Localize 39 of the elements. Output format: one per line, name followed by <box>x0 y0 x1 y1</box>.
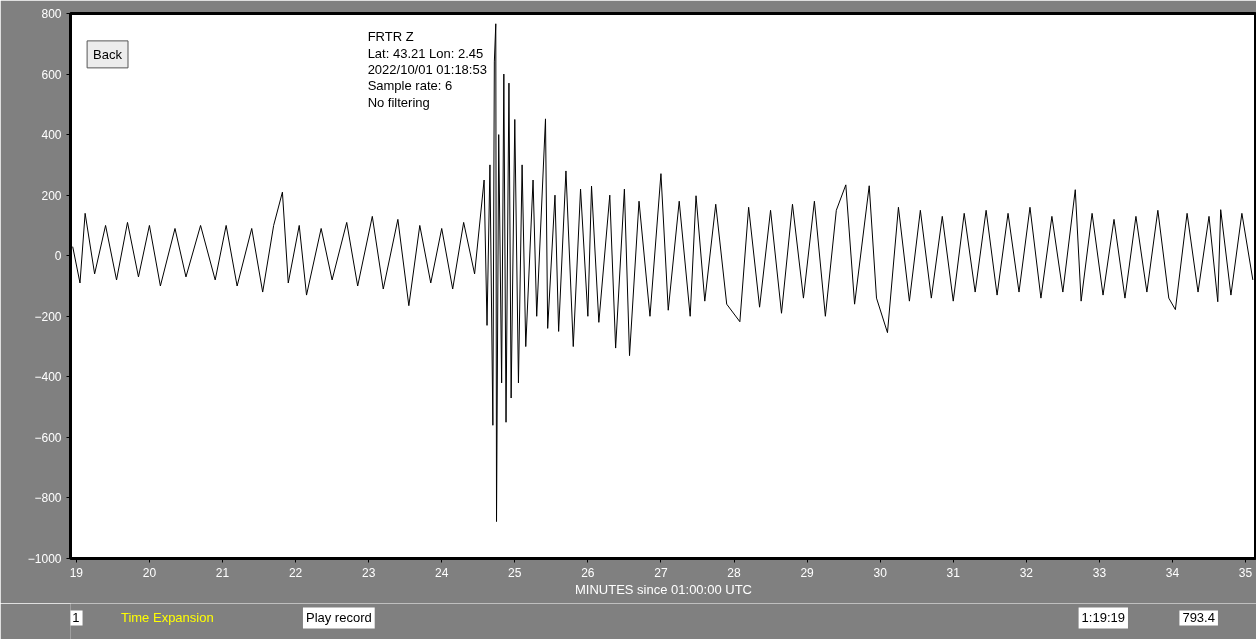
x-tick-label: 34 <box>1165 565 1180 580</box>
x-tick-label: 23 <box>361 565 376 580</box>
x-tick-label: 24 <box>435 565 449 580</box>
x-tick-label: 25 <box>508 565 522 580</box>
x-tick-label: 30 <box>873 565 888 580</box>
text: 793.4 <box>1182 610 1215 626</box>
y-tick-label: 400 <box>41 128 62 143</box>
x-tick-label: 20 <box>142 565 157 580</box>
x-axis-title: MINUTES since 01:00:00 UTC <box>575 581 753 597</box>
text: 1:19:19 <box>1081 610 1125 626</box>
y-tick-label: 600 <box>41 67 62 82</box>
y-tick-label: −400 <box>34 370 62 385</box>
x-tick-label: 21 <box>215 565 230 580</box>
y-tick-label: −1000 <box>27 552 62 566</box>
x-tick-label: 26 <box>581 565 595 580</box>
y-tick-label: 800 <box>41 7 62 21</box>
text: Time Expansion <box>120 610 214 626</box>
text: Play record <box>305 610 372 626</box>
x-tick-label: 32 <box>1019 565 1034 580</box>
x-tick-label: 35 <box>1238 565 1253 580</box>
annotation: Lat: 43.21 Lon: 2.45 <box>367 45 484 61</box>
x-tick-label: 22 <box>288 565 303 580</box>
x-tick-label: 31 <box>946 565 961 580</box>
annotation: 2022/10/01 01:18:53 <box>367 62 487 78</box>
annotation: Sample rate: 6 <box>367 78 453 94</box>
y-tick-label: 0 <box>54 249 62 264</box>
text: 1 <box>72 610 80 626</box>
y-tick-label: −800 <box>34 491 62 506</box>
x-tick-label: 27 <box>654 565 668 580</box>
y-tick-label: −600 <box>34 430 62 445</box>
annotation: FRTR Z <box>367 29 414 45</box>
annotation: Back <box>93 46 123 62</box>
x-tick-label: 28 <box>727 565 742 580</box>
y-tick-label: 200 <box>41 188 62 203</box>
x-tick-label: 29 <box>800 565 815 580</box>
y-tick-label: −200 <box>34 309 62 324</box>
annotation: No filtering <box>367 94 430 110</box>
x-tick-label: 19 <box>69 565 84 580</box>
x-tick-label: 33 <box>1092 565 1107 580</box>
